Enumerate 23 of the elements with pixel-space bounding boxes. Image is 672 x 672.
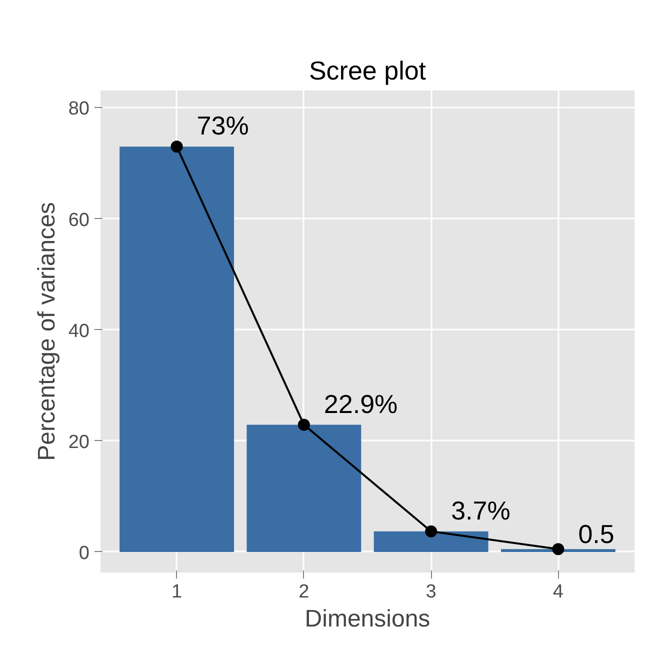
point	[425, 525, 438, 538]
y-tick-label: 20	[68, 432, 90, 453]
point	[552, 543, 564, 556]
bar	[374, 531, 488, 552]
data-label: 73%	[196, 110, 249, 141]
x-tick-label: 4	[552, 582, 564, 602]
x-tick-label: 1	[172, 582, 182, 602]
y-tick-label: 0	[78, 542, 90, 564]
bar	[120, 146, 234, 552]
x-tick-label: 3	[426, 582, 436, 602]
point	[298, 418, 310, 431]
data-label: 0.5	[578, 519, 614, 550]
y-axis-title: Percentage of variances	[33, 202, 60, 461]
data-label: 3.7%	[451, 495, 510, 526]
y-tick-label: 80	[68, 98, 90, 120]
y-tick-label: 60	[68, 210, 90, 231]
data-label: 22.9%	[324, 388, 398, 419]
point	[170, 140, 183, 153]
y-tick-label: 40	[68, 320, 90, 342]
bar	[246, 424, 362, 552]
x-axis-title: Dimensions	[304, 606, 430, 632]
x-tick-label: 2	[298, 582, 310, 602]
chart-title: Scree plot	[308, 56, 427, 86]
